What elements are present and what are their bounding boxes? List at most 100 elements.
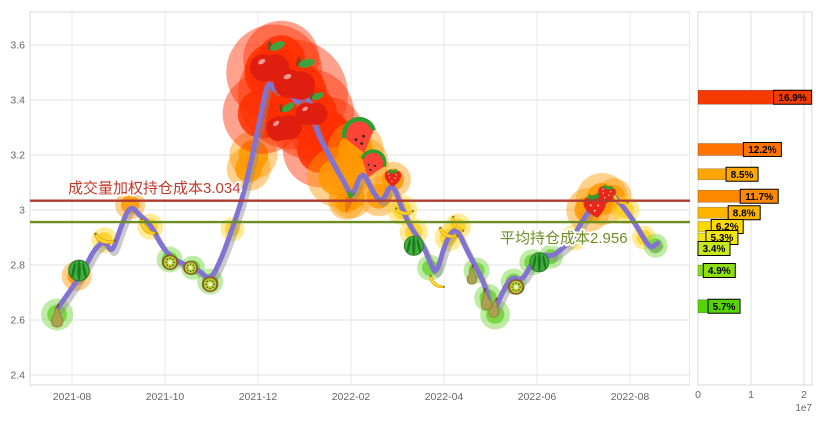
watermelon-stripe	[537, 253, 541, 272]
pear-stem	[56, 303, 60, 308]
y-axis-tick-label: 3.6	[10, 40, 25, 52]
kiwi-seed	[192, 269, 194, 271]
slice-seed	[362, 134, 365, 138]
fruit-pear-icon	[466, 264, 478, 285]
fruit-kiwi-icon	[507, 279, 525, 295]
fruit-banana-icon	[395, 207, 414, 216]
reference-line-label: 平均持仓成本2.956	[500, 230, 628, 247]
apple-leaf	[282, 102, 295, 113]
strawberry-seed	[608, 194, 610, 196]
price-line	[54, 74, 661, 313]
kiwi-seed	[187, 269, 189, 271]
kiwi-core	[513, 284, 519, 290]
watermelon-stripe	[71, 262, 76, 279]
strawberry-calyx	[586, 192, 602, 201]
kiwi-seed	[166, 264, 168, 266]
kiwi-seed	[190, 270, 192, 273]
kiwi-core	[167, 260, 173, 265]
x-axis-tick-label: 0	[695, 389, 701, 401]
fruit-pear-icon	[488, 297, 499, 318]
slice-seed	[360, 142, 364, 145]
banana-tip	[140, 218, 143, 221]
x-axis-tick-label: 2022-02	[332, 391, 371, 403]
slice-seed	[369, 168, 372, 171]
bar-label-box	[702, 263, 736, 278]
kiwi-seed	[209, 279, 211, 281]
fruit-watermelon-icon	[68, 259, 90, 282]
banana-tip	[462, 229, 465, 232]
bar-label-box	[773, 89, 813, 105]
fruit-watermelon-slice-icon	[341, 116, 376, 153]
kiwi-seed	[172, 264, 174, 266]
fruit-watermelon-icon	[403, 235, 424, 256]
pear-stem	[471, 264, 474, 269]
apple-leaf	[298, 58, 315, 68]
fruit-watermelon-icon	[529, 252, 550, 273]
bar-percentage-label: 5.7%	[713, 302, 736, 313]
slice-rind	[360, 149, 387, 168]
bar-percentage-label: 8.5%	[731, 170, 754, 181]
strawberry-seed	[597, 204, 600, 207]
bubble-layer	[41, 20, 668, 331]
pear-body	[466, 267, 478, 285]
slice-flesh	[362, 151, 385, 177]
strawberry-seed	[395, 174, 397, 176]
bar-label-box	[739, 188, 779, 204]
slice-seed	[367, 163, 370, 166]
kiwi-seed	[209, 287, 211, 289]
fruit-kiwi-icon	[161, 254, 179, 271]
strawberry-seed	[602, 192, 605, 194]
cost-distribution-bar-chart: 0 1 2 1e7 16.9% 12.2% 8.5% 11.7% 8.8% 6.2%5.3%3.4…	[695, 11, 813, 414]
bar-percentage-label: 12.2%	[748, 145, 776, 156]
kiwi-seed	[512, 283, 514, 285]
fruit-layer	[50, 41, 629, 328]
kiwi-seed	[206, 280, 208, 283]
fruit-pear-icon	[480, 288, 493, 311]
pear-body	[488, 300, 499, 318]
watermelon-stripe	[532, 254, 537, 270]
y-axis-tick-label: 2.8	[10, 260, 25, 272]
strawberry-calyx	[602, 184, 614, 191]
slice-rind	[341, 116, 376, 139]
fruit-apple-icon	[295, 92, 328, 125]
kiwi-seed	[186, 267, 188, 269]
x-axis-tick-label: 1	[748, 389, 754, 401]
banana-tip	[395, 207, 398, 210]
kiwi-seed	[172, 258, 174, 261]
bar-percentage-label: 6.2%	[716, 222, 739, 233]
kiwi-seed	[519, 286, 521, 288]
banana-tip	[626, 201, 629, 204]
fruit-kiwi-icon	[183, 260, 199, 275]
strawberry-seed	[593, 209, 596, 212]
bar-label-box	[727, 205, 761, 221]
banana-tip	[412, 210, 414, 213]
banana-tip	[113, 239, 116, 242]
strawberry-seed	[609, 191, 612, 193]
strawberry-seed	[394, 177, 396, 179]
kiwi-seed	[512, 289, 514, 291]
watermelon-stripe	[406, 238, 411, 254]
y-axis-tick-label: 3.2	[10, 150, 25, 162]
kiwi-seed	[169, 257, 171, 259]
x-axis-tick-label: 2021-10	[146, 391, 185, 403]
watermelon-stripe	[412, 236, 416, 255]
kiwi-seed	[169, 265, 171, 267]
slice-seed	[373, 164, 377, 167]
strawberry-seed	[589, 204, 592, 207]
strawberry-calyx	[387, 168, 399, 174]
x-axis-tick-label: 2021-12	[239, 391, 278, 403]
reference-line-label: 成交量加权持仓成本3.034	[68, 179, 241, 197]
kiwi-seed	[212, 286, 214, 288]
kiwi-seed	[212, 280, 214, 283]
kiwi-seed	[165, 261, 167, 263]
bar-percentage-label: 5.3%	[711, 233, 734, 244]
apple-shine	[302, 106, 308, 112]
x-axis-tick-label: 2022-04	[425, 391, 464, 403]
apple-shine	[273, 120, 280, 127]
fruit-strawberry-icon	[384, 168, 402, 187]
kiwi-seed	[187, 264, 189, 266]
kiwi-seed	[193, 267, 195, 269]
fruit-banana-icon	[451, 215, 465, 232]
banana-tip	[429, 274, 432, 277]
